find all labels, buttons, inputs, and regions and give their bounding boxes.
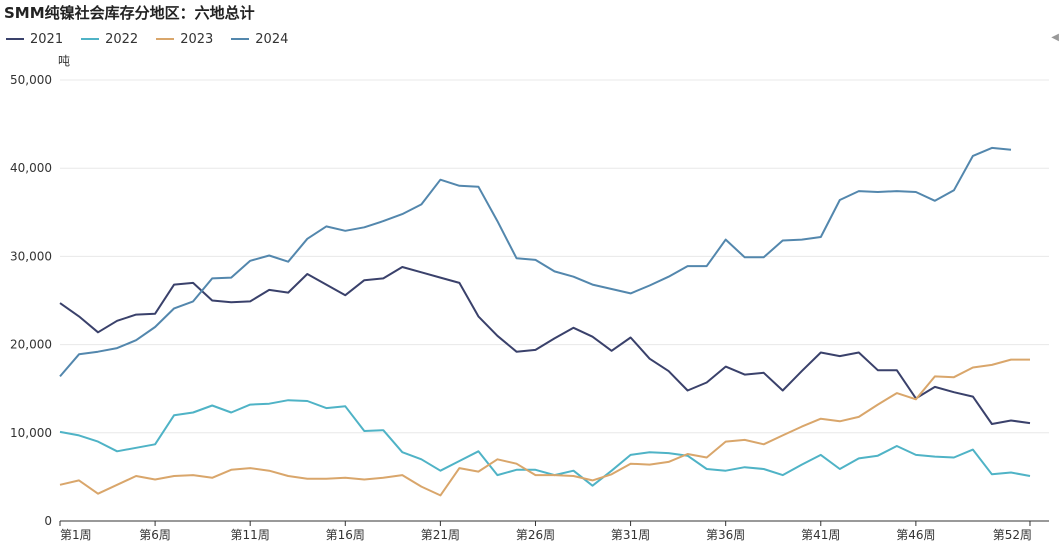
- legend-item-2024[interactable]: 2024: [231, 32, 288, 47]
- x-tick-label: 第11周: [231, 528, 270, 542]
- series-line-2024[interactable]: [59, 146, 1012, 378]
- chart-title: SMM纯镍社会库存分地区：六地总计: [4, 4, 255, 22]
- legend-swatch: [156, 38, 175, 40]
- legend-item-2021[interactable]: 2021: [6, 32, 63, 47]
- legend-swatch: [81, 38, 100, 40]
- legend-swatch: [231, 38, 250, 40]
- y-axis-unit: 吨: [58, 54, 71, 68]
- legend-item-2022[interactable]: 2022: [81, 32, 138, 47]
- x-tick-label: 第26周: [516, 528, 555, 542]
- x-tick-label: 第16周: [326, 528, 365, 542]
- x-tick-label: 第41周: [801, 528, 840, 542]
- grid-lines: [60, 79, 1049, 434]
- x-axis: 第1周 第6周 第11周 第16周 第21周 第26周 第31周 第36周 第41周 第46周 第5…: [59, 520, 1049, 542]
- y-tick-label: 50,000: [10, 73, 52, 87]
- x-tick-label: 第52周: [993, 528, 1032, 542]
- legend-label: 2021: [30, 31, 64, 47]
- y-tick-label: 0: [44, 514, 52, 528]
- y-tick-label: 20,000: [10, 338, 52, 352]
- chart-legend: 2021 2022 2023 2024: [6, 30, 288, 48]
- y-tick-label: 40,000: [10, 161, 52, 175]
- legend-label: 2022: [105, 31, 139, 47]
- series-lines: [59, 146, 1031, 497]
- x-tick-label: 第21周: [421, 528, 460, 542]
- x-tick-label: 第1周: [60, 528, 92, 542]
- series-line-2023[interactable]: [59, 358, 1030, 497]
- y-tick-label: 10,000: [10, 426, 52, 440]
- x-tick-label: 第36周: [706, 528, 745, 542]
- y-tick-label: 30,000: [10, 249, 52, 263]
- legend-swatch: [6, 38, 24, 40]
- legend-label: 2023: [180, 31, 214, 47]
- legend-scroll-icon[interactable]: ◀: [1051, 32, 1059, 43]
- series-line-2021[interactable]: [59, 266, 1031, 425]
- legend-item-2023[interactable]: 2023: [156, 32, 213, 47]
- x-tick-label: 第31周: [611, 528, 650, 542]
- y-axis-ticks: 0 10,000 20,000 30,000 40,000 50,000: [10, 73, 52, 528]
- x-tick-label: 第6周: [139, 528, 171, 542]
- legend-label: 2024: [255, 31, 289, 47]
- series-line-2022[interactable]: [59, 399, 1031, 487]
- x-tick-label: 第46周: [896, 528, 935, 542]
